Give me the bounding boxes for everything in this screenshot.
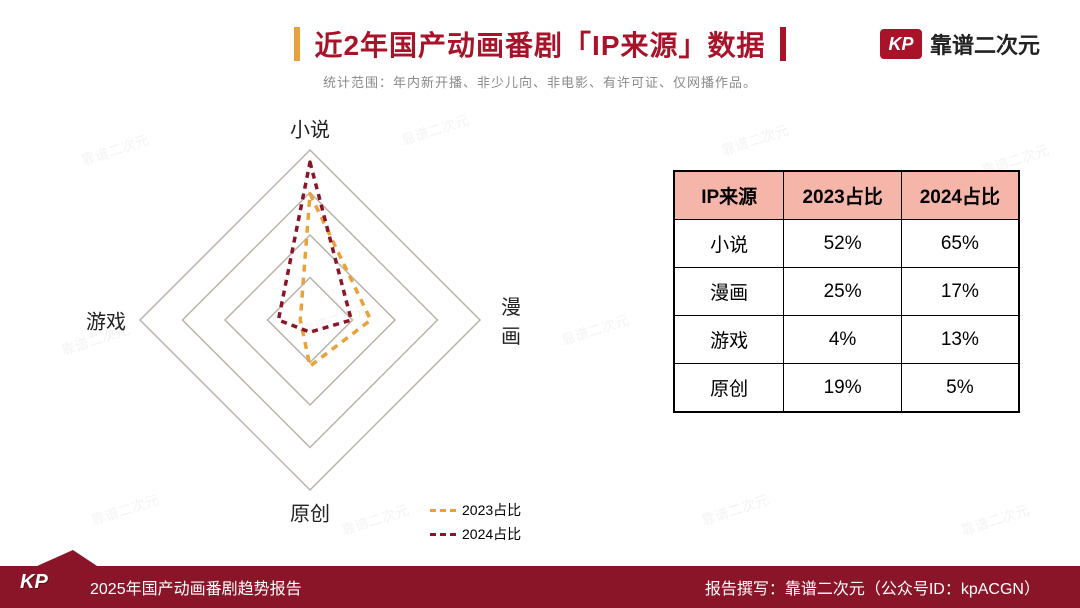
footer-left: 2025年国产动画番剧趋势报告 [90, 575, 302, 599]
watermark: 靠谱二次元 [719, 120, 792, 161]
ip-source-table: IP来源2023占比2024占比小说52%65%漫画25%17%游戏4%13%原… [673, 170, 1020, 413]
table-cell: 13% [901, 316, 1019, 364]
table-row: 游戏4%13% [674, 316, 1019, 364]
legend-label: 2024占比 [462, 524, 521, 544]
table-cell: 小说 [674, 220, 784, 268]
table-header: 2024占比 [901, 171, 1019, 220]
table-header: IP来源 [674, 171, 784, 220]
table-cell: 5% [901, 364, 1019, 413]
table-cell: 65% [901, 220, 1019, 268]
watermark: 靠谱二次元 [559, 310, 632, 351]
footer-logo-icon: KP [20, 566, 66, 598]
brand-text: 靠谱二次元 [930, 28, 1040, 60]
table-cell: 25% [784, 268, 901, 316]
radar-axis-label: 小说 [290, 114, 330, 143]
title-bar-right [780, 27, 786, 61]
table-row: 小说52%65% [674, 220, 1019, 268]
footer: KP 2025年国产动画番剧趋势报告 报告撰写：靠谱二次元（公众号ID：kpAC… [0, 566, 1080, 608]
legend-dash-icon [430, 533, 456, 536]
footer-notch [37, 550, 103, 566]
legend-item: 2023占比 [430, 500, 521, 520]
radar-axis-label: 原创 [290, 498, 330, 527]
table-cell: 原创 [674, 364, 784, 413]
radar-svg [100, 110, 540, 530]
table-cell: 17% [901, 268, 1019, 316]
table-cell: 4% [784, 316, 901, 364]
table-cell: 漫画 [674, 268, 784, 316]
page-title: 近2年国产动画番剧「IP来源」数据 [314, 24, 765, 64]
brand: KP 靠谱二次元 [880, 28, 1040, 60]
radar-legend: 2023占比 2024占比 [430, 500, 521, 548]
radar-axis-label: 漫画 [501, 291, 527, 349]
radar-chart: 小说漫画原创游戏 [100, 110, 540, 530]
watermark: 靠谱二次元 [959, 500, 1032, 541]
table-row: 原创19%5% [674, 364, 1019, 413]
table-row: 漫画25%17% [674, 268, 1019, 316]
legend-dash-icon [430, 509, 456, 512]
legend-item: 2024占比 [430, 524, 521, 544]
legend-label: 2023占比 [462, 500, 521, 520]
watermark: 靠谱二次元 [699, 490, 772, 531]
table-cell: 游戏 [674, 316, 784, 364]
page-subtitle: 统计范围：年内新开播、非少儿向、非电影、有许可证、仅网播作品。 [0, 72, 1080, 91]
table-cell: 19% [784, 364, 901, 413]
radar-axis-label: 游戏 [86, 306, 126, 335]
table-cell: 52% [784, 220, 901, 268]
table-header: 2023占比 [784, 171, 901, 220]
brand-logo-icon: KP [880, 29, 922, 59]
footer-right: 报告撰写：靠谱二次元（公众号ID：kpACGN） [705, 575, 1040, 599]
title-bar-left [294, 27, 300, 61]
